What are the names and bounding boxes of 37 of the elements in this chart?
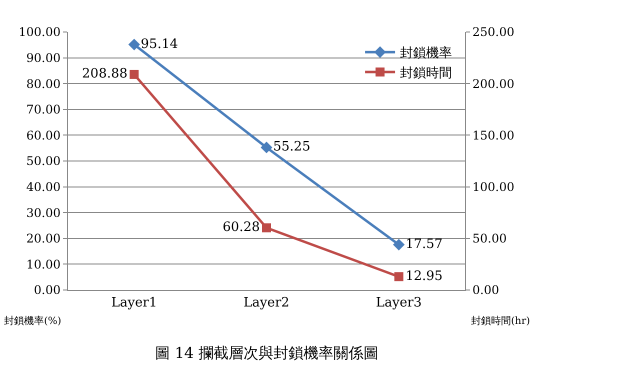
legend-label: 封鎖時間: [400, 66, 452, 82]
point: [130, 70, 139, 79]
data-label: 12.95: [405, 268, 443, 284]
y2-tick-label: 200.00: [472, 76, 514, 91]
data-label: 55.25: [273, 140, 310, 155]
x-tick-label: Layer2: [244, 296, 290, 311]
y2-tick-label: 0.00: [472, 283, 500, 298]
point: [394, 272, 404, 282]
y-tick-label: 40.00: [26, 180, 61, 194]
y-tick-label: 20.00: [26, 232, 61, 246]
x-tick-label: Layer3: [376, 296, 422, 311]
y-axis-title: 封鎖機率(%): [4, 315, 62, 327]
y-tick-label: 70.00: [26, 102, 61, 117]
y-tick-label: 80.00: [26, 76, 61, 91]
y2-tick-label: 50.00: [472, 232, 507, 246]
y-tick-label: 90.00: [26, 51, 61, 65]
y-tick-label: 60.00: [26, 128, 61, 142]
y-tick-label: 0.00: [34, 283, 61, 298]
point: [392, 238, 405, 251]
y-tick-label: 30.00: [26, 206, 61, 220]
text: 圖 14 攔截層次與封鎖機率關係圖: [155, 344, 379, 362]
point: [128, 38, 140, 50]
point: [260, 142, 272, 154]
data-label: 95.14: [140, 36, 178, 52]
y-tick-label: 50.00: [26, 154, 61, 168]
data-label: 60.28: [222, 220, 260, 236]
data-label: 208.88: [82, 66, 128, 82]
y-tick-label: 100.00: [18, 25, 61, 40]
point: [262, 223, 271, 232]
y2-tick-label: 100.00: [472, 180, 514, 194]
legend-label: 封鎖機率: [400, 45, 452, 62]
y2-tick-label: 150.00: [472, 128, 514, 142]
y2-axis-title: 封鎖時間(hr): [471, 315, 530, 327]
y-tick-label: 10.00: [26, 257, 61, 272]
y2-tick-label: 250.00: [472, 25, 514, 40]
x-tick-label: Layer1: [111, 296, 158, 311]
data-label: 17.57: [405, 236, 443, 252]
